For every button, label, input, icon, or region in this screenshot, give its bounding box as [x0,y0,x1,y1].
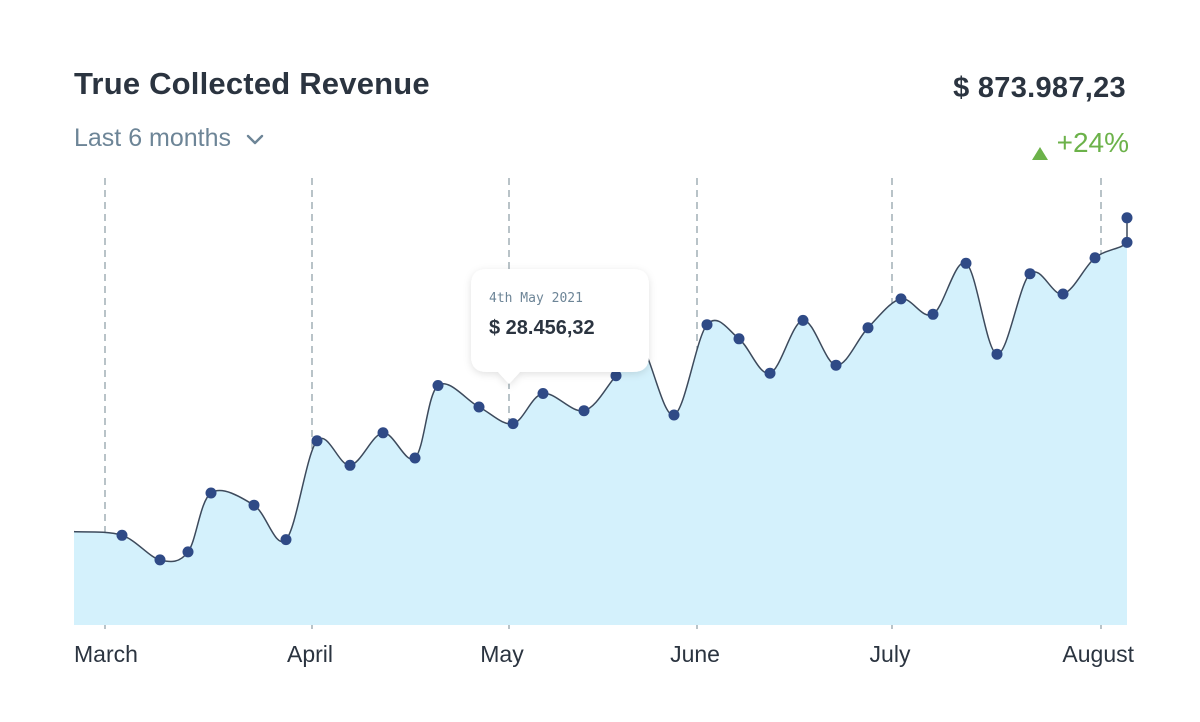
data-point[interactable] [344,459,356,471]
x-tick-label: March [74,641,138,667]
change-indicator: +24% [1031,127,1129,160]
data-point[interactable] [701,319,713,331]
data-point[interactable] [927,308,939,320]
data-point[interactable] [895,293,907,305]
x-tick-label: April [287,641,333,667]
tooltip-value: $ 28.456,32 [489,317,595,339]
data-point[interactable] [205,487,217,499]
x-tick-label: July [870,641,911,667]
data-point[interactable] [797,314,809,326]
data-point[interactable] [1121,236,1133,248]
tooltip-bubble [471,269,649,384]
data-point[interactable] [377,427,389,439]
data-point[interactable] [610,370,622,382]
chevron-down-icon [243,127,267,151]
data-point[interactable] [409,452,421,464]
tooltip-date: 4th May 2021 [489,291,583,306]
x-tick-label: May [480,641,524,667]
data-point[interactable] [154,554,166,566]
chart-title: True Collected Revenue [74,66,430,101]
data-point[interactable] [473,401,485,413]
data-point[interactable] [668,409,680,421]
data-point[interactable] [991,348,1003,360]
data-point[interactable] [830,359,842,371]
x-tick-label: June [670,641,720,667]
period-selector[interactable]: Last 6 months [74,124,267,153]
x-axis-labels: March April May June July August [74,641,1135,667]
data-point[interactable] [733,333,745,345]
data-point[interactable] [1024,268,1036,280]
data-point[interactable] [960,257,972,269]
data-point[interactable] [116,529,128,541]
data-point[interactable] [280,534,292,546]
point-tooltip: 4th May 2021 $ 28.456,32 [471,269,649,384]
data-point[interactable] [432,380,444,391]
data-point[interactable] [182,546,194,558]
data-point[interactable] [1089,252,1101,264]
change-value: +24% [1056,127,1129,158]
data-point[interactable] [537,388,549,399]
data-point[interactable] [1057,288,1069,300]
x-tick-label: August [1062,641,1134,667]
triangle-up-icon [1031,136,1049,160]
data-point[interactable] [248,499,260,511]
data-point[interactable] [311,435,323,447]
area-fill [74,217,1127,626]
total-revenue: $ 873.987,23 [953,72,1126,104]
period-label: Last 6 months [74,124,232,152]
data-point[interactable] [862,322,874,334]
data-point[interactable] [1121,212,1133,224]
data-point[interactable] [764,367,776,379]
data-point[interactable] [578,405,590,417]
data-point[interactable] [507,418,519,430]
